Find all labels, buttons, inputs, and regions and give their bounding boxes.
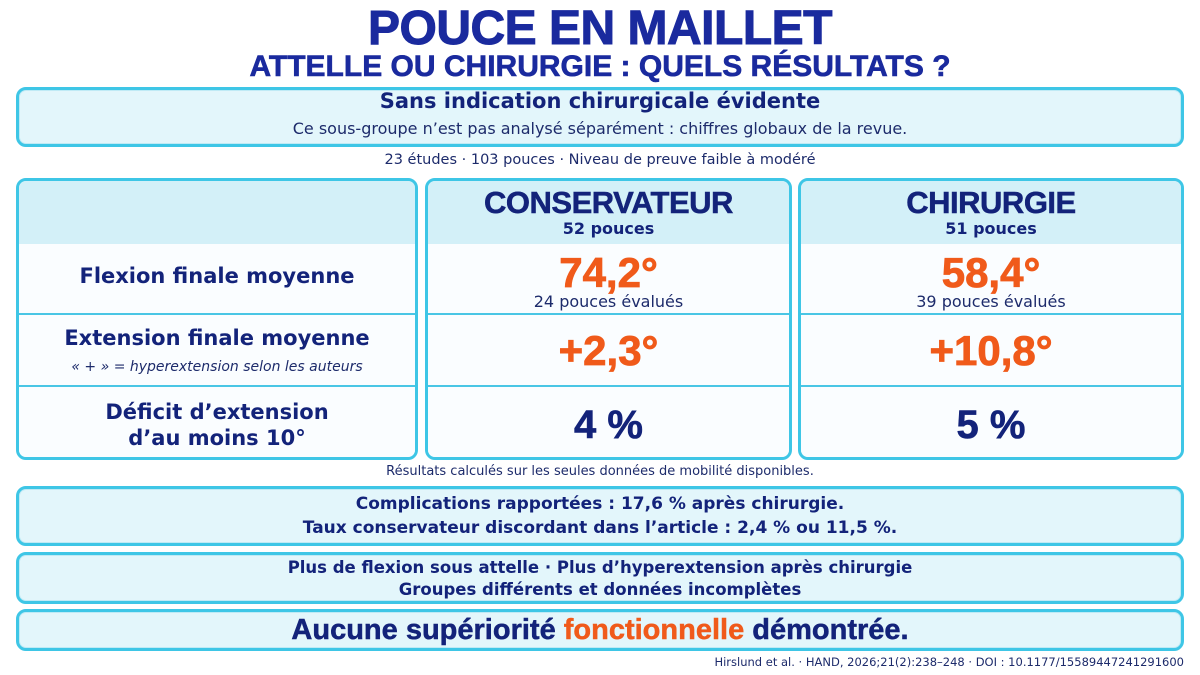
row-separator (19, 313, 415, 315)
source-citation: Hirslund et al. · HAND, 2026;21(2):238–2… (714, 655, 1184, 669)
row-separator (801, 385, 1181, 387)
header-band (19, 181, 415, 244)
conservateur-title: CONSERVATEUR (484, 185, 734, 221)
row-separator (428, 313, 789, 315)
conservateur-flexion-eval: 24 pouces évalués (533, 292, 684, 311)
row-labels-panel: Flexion finale moyenne Extension finale … (16, 178, 418, 460)
complications-line1: Complications rapportées : 17,6 % après … (355, 494, 845, 514)
conclusion-before: Aucune supériorité (291, 614, 564, 647)
conclusion-highlight: fonctionnelle (563, 614, 745, 647)
conservateur-flexion: 74,2° (559, 249, 658, 296)
extension-note: « + » = hyperextension selon les auteurs (71, 359, 363, 375)
summary-box (16, 552, 1184, 604)
extension-label: Extension finale moyenne (64, 326, 370, 350)
conclusion-after: démontrée. (744, 614, 909, 647)
chirurgie-flexion-eval: 39 pouces évalués (916, 292, 1066, 311)
conclusion-box (16, 609, 1184, 651)
results-note: Résultats calculés sur les seules donnée… (386, 464, 814, 479)
complications-line2: Taux conservateur discordant dans l’arti… (302, 518, 898, 538)
study-meta: 23 études · 103 pouces · Niveau de preuv… (384, 152, 816, 168)
summary-line1: Plus de flexion sous attelle · Plus d’hy… (287, 558, 913, 577)
page-title: POUCE EN MAILLET (367, 2, 833, 55)
chirurgie-extension: +10,8° (929, 327, 1053, 374)
conservateur-panel: CONSERVATEUR 52 pouces 74,2° 24 pouces é… (425, 178, 792, 460)
intro-heading: Sans indication chirurgicale évidente (379, 89, 821, 113)
chirurgie-count: 51 pouces (945, 219, 1037, 238)
complications-box (16, 486, 1184, 546)
flexion-label: Flexion finale moyenne (79, 264, 355, 288)
header-band (801, 181, 1181, 244)
body-band (19, 244, 415, 457)
conservateur-deficit: 4 % (574, 403, 644, 448)
body-band (428, 244, 789, 457)
body-band (801, 244, 1181, 457)
deficit-label-line2: d’au moins 10° (128, 426, 306, 450)
intro-box (16, 87, 1184, 147)
page-subtitle: ATTELLE OU CHIRURGIE : QUELS RÉSULTATS ? (249, 50, 951, 84)
row-separator (428, 385, 789, 387)
chirurgie-title: CHIRURGIE (906, 185, 1076, 221)
row-separator (801, 313, 1181, 315)
header-band (428, 181, 789, 244)
conservateur-extension: +2,3° (558, 327, 659, 374)
conclusion: Aucune supériorité fonctionnelle démontr… (16, 612, 1184, 648)
chirurgie-flexion: 58,4° (941, 249, 1041, 296)
chirurgie-panel: CHIRURGIE 51 pouces 58,4° 39 pouces éval… (798, 178, 1184, 460)
summary-line2: Groupes différents et données incomplète… (398, 580, 802, 599)
row-separator (19, 385, 415, 387)
conservateur-count: 52 pouces (562, 219, 655, 238)
intro-text: Ce sous-groupe n’est pas analysé séparém… (292, 119, 908, 138)
chirurgie-deficit: 5 % (956, 403, 1026, 448)
deficit-label-line1: Déficit d’extension (105, 400, 329, 424)
